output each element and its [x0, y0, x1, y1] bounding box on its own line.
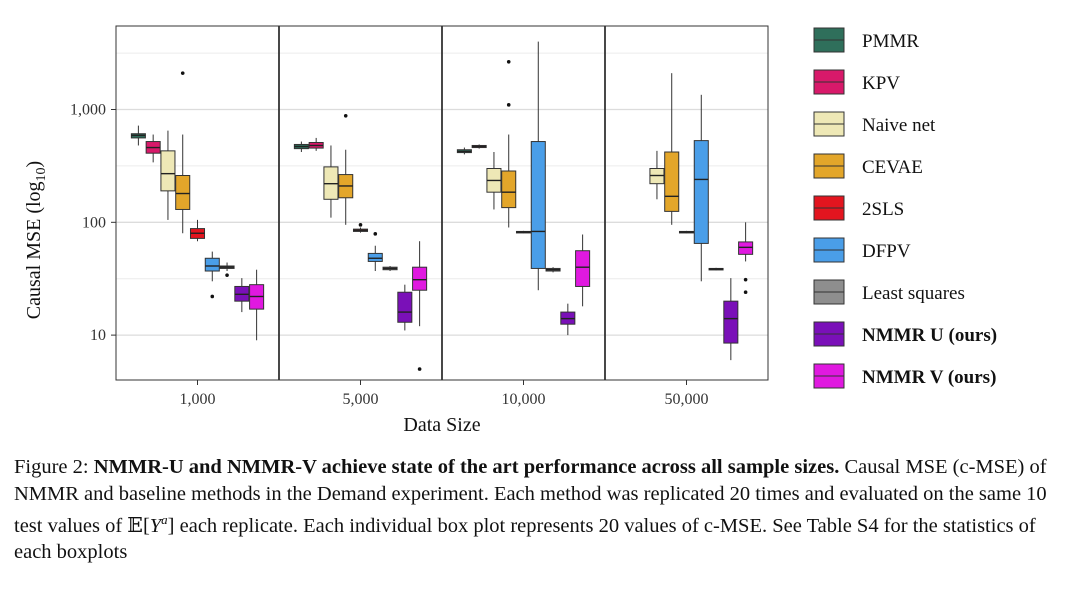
box-naive-net-10000	[486, 152, 502, 210]
box-nmmr-u-ours--5000	[397, 284, 413, 331]
chart: 10 100 1,000 1,000 5,000 10,000 50,000 Causal…	[23, 25, 997, 436]
math-expression: 𝔼[Ya]	[127, 512, 175, 537]
box-2sls-10000	[515, 230, 532, 234]
legend-item-nmmr-u-ours-: NMMR U (ours)	[813, 321, 997, 347]
box-pmmr-5000	[293, 141, 309, 153]
legend-label: KPV	[862, 73, 900, 94]
box-cevae-50000	[664, 73, 680, 225]
outlier-point	[506, 59, 511, 64]
box-cevae-1000	[175, 71, 191, 234]
x-axis: 1,000 5,000 10,000 50,000	[180, 380, 709, 408]
outlier-point	[343, 113, 348, 118]
legend-item-kpv: KPV	[813, 69, 900, 95]
outlier-point	[506, 103, 511, 107]
box-body	[367, 252, 383, 262]
box-dfpv-10000	[530, 41, 546, 291]
x-tick-label: 50,000	[665, 391, 709, 408]
box-naive-net-5000	[323, 145, 339, 218]
outlier-point	[417, 367, 422, 371]
y-tick-label: 100	[82, 214, 106, 231]
x-tick-label: 10,000	[502, 391, 546, 408]
caption-headline: NMMR-U and NMMR-V achieve state of the a…	[93, 456, 835, 478]
box-naive-net-50000	[649, 150, 665, 200]
box-cevae-5000	[338, 113, 354, 225]
legend-item-dfpv: DFPV	[813, 237, 911, 263]
box-dfpv-50000	[693, 94, 709, 282]
caption-headline-end: .	[834, 456, 840, 478]
box-2sls-5000	[352, 223, 369, 233]
box-kpv-10000	[471, 144, 487, 149]
legend-item-naive-net: Naive net	[813, 111, 936, 137]
caption-body-2: each replicate. Each individual box plot…	[14, 514, 1036, 564]
box-body	[175, 175, 191, 210]
box-nmmr-v-ours--10000	[575, 234, 591, 307]
box-least-squares-10000	[545, 267, 561, 273]
box-body	[160, 150, 176, 192]
figure-label: Figure 2:	[14, 456, 89, 478]
box-nmmr-u-ours--50000	[723, 278, 739, 361]
legend-label: NMMR U (ours)	[862, 325, 997, 346]
legend-label: CEVAE	[862, 157, 923, 178]
outlier-point	[180, 71, 185, 75]
box-body	[397, 291, 413, 323]
box-kpv-1000	[145, 134, 161, 163]
legend-item-2sls: 2SLS	[813, 195, 904, 221]
box-least-squares-50000	[708, 267, 724, 271]
legend-label: NMMR V (ours)	[862, 367, 996, 388]
box-body	[501, 170, 517, 209]
box-pmmr-1000	[130, 125, 146, 146]
outlier-point	[225, 273, 229, 277]
legend-label: Least squares	[862, 283, 965, 304]
box-body	[204, 257, 220, 272]
x-tick-label: 5,000	[343, 391, 379, 408]
legend-label: 2SLS	[862, 199, 904, 220]
box-body	[738, 241, 754, 255]
box-2sls-1000	[189, 219, 206, 242]
x-axis-title: Data Size	[403, 414, 480, 436]
outlier-point	[743, 290, 748, 295]
legend-item-pmmr: PMMR	[813, 27, 919, 53]
outlier-point	[743, 277, 748, 282]
y-axis: 10 100 1,000	[70, 102, 116, 344]
outlier-point	[358, 223, 363, 227]
box-nmmr-v-ours--1000	[249, 269, 265, 341]
box-cevae-10000	[501, 59, 517, 228]
figure-caption: Figure 2: NMMR-U and NMMR-V achieve stat…	[14, 454, 1074, 566]
legend-label: PMMR	[862, 31, 919, 52]
box-kpv-5000	[308, 137, 324, 151]
legend-item-nmmr-v-ours-: NMMR V (ours)	[813, 363, 996, 389]
legend: PMMR KPV Naive net CEVAE 2SLS DFPV Least squar…	[813, 27, 997, 389]
boxplots	[130, 41, 754, 371]
y-tick-label: 1,000	[70, 102, 106, 119]
box-nmmr-u-ours--1000	[234, 278, 250, 313]
box-least-squares-1000	[219, 262, 235, 277]
legend-label: Naive net	[862, 115, 936, 136]
box-dfpv-1000	[204, 251, 220, 299]
box-nmmr-v-ours--50000	[738, 222, 754, 295]
box-naive-net-1000	[160, 130, 176, 220]
panel-borders	[115, 25, 769, 381]
box-least-squares-5000	[382, 265, 398, 272]
box-body	[575, 250, 591, 287]
outlier-point	[210, 294, 215, 299]
box-nmmr-v-ours--5000	[412, 241, 428, 371]
box-body	[723, 300, 739, 344]
box-2sls-50000	[678, 230, 695, 234]
x-tick-label: 1,000	[180, 391, 216, 408]
box-pmmr-10000	[456, 147, 472, 155]
legend-item-cevae: CEVAE	[813, 153, 923, 179]
legend-item-least-squares: Least squares	[813, 279, 965, 305]
box-body	[412, 266, 428, 291]
box-body	[664, 151, 680, 212]
y-axis-title: Causal MSE (log10)	[23, 161, 49, 319]
y-tick-label: 10	[90, 327, 106, 344]
caption-body-1: Causal MSE (c-MSE) of NMMR and baseline …	[14, 456, 1047, 537]
box-body	[530, 141, 546, 269]
box-dfpv-5000	[367, 232, 383, 272]
legend-label: DFPV	[862, 241, 911, 262]
box-nmmr-u-ours--10000	[560, 303, 576, 336]
outlier-point	[373, 232, 378, 236]
box-body	[693, 140, 709, 244]
